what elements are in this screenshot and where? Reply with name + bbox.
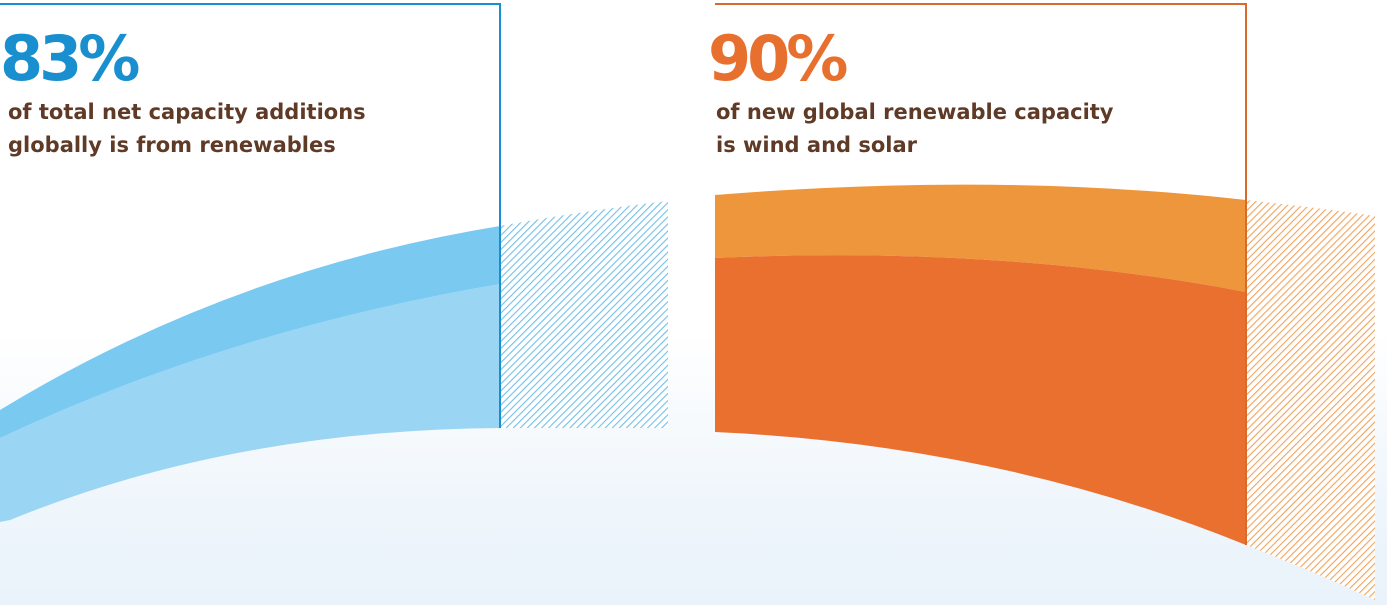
stat-value-left: 83% [0,22,140,95]
right-arc-group [715,3,1375,600]
right-hatched-band [1246,200,1375,600]
left-hatched-band [500,201,668,428]
right-bracket-line [715,3,1247,545]
left-band-light [0,284,500,522]
stat-description-right: of new global renewable capacity is wind… [716,100,1114,157]
stat-renewables-share: 83% of total net capacity additions glob… [0,28,366,162]
stat-value-right: 90% [708,22,848,95]
right-band-dark [715,255,1246,545]
right-band-light [715,184,1246,292]
stat-wind-solar-share: 90% of new global renewable capacity is … [708,28,1114,162]
left-arc-group [0,3,668,522]
left-band-dark [0,226,500,438]
stat-description-left: of total net capacity additions globally… [8,100,366,157]
left-bracket-line [0,3,501,428]
